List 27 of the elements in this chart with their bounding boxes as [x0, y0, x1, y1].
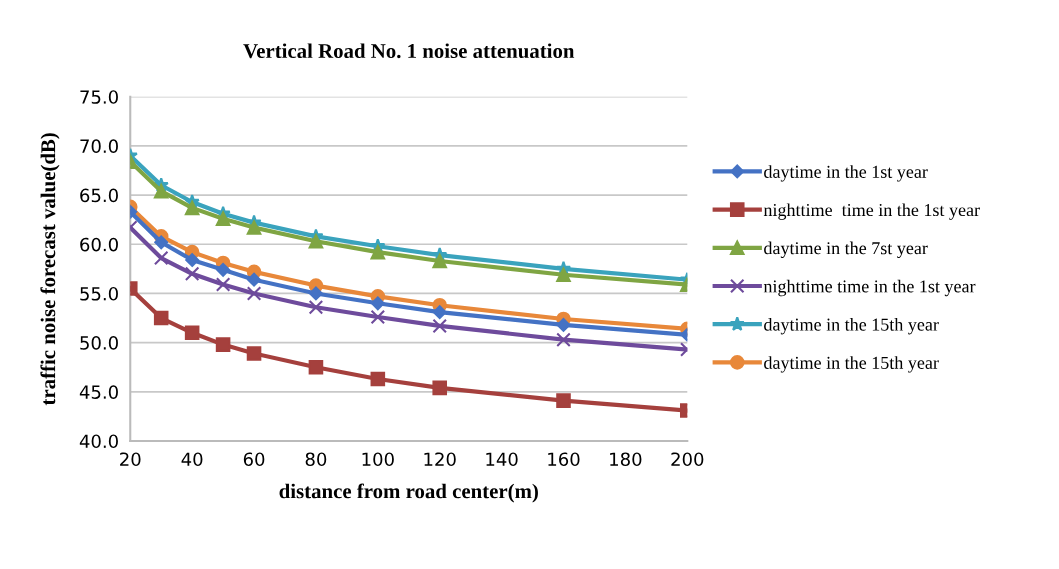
- legend-label: daytime in the 7st year: [764, 241, 928, 259]
- legend-label: nighttime time in the 1st year: [763, 279, 976, 297]
- x-axis-title: distance from road center(m): [279, 483, 538, 503]
- x-tick-label: 120: [424, 452, 456, 467]
- x-tick-label: 180: [610, 452, 642, 467]
- x-tick-label: 140: [486, 452, 518, 467]
- x-tick-label: 40: [181, 452, 203, 467]
- x-tick-label: 20: [120, 452, 141, 467]
- legend-label: nighttime time in the 1st year: [763, 203, 980, 220]
- x-tick-label: 80: [305, 452, 327, 467]
- y-tick-label: 65.0: [80, 188, 118, 203]
- chart-title: Vertical Road No. 1 noise attenuation: [243, 43, 575, 59]
- y-axis-title: traffic noise forecast value(dB): [40, 133, 60, 406]
- y-tick-label: 55.0: [80, 286, 118, 301]
- x-tick-label: 60: [243, 452, 265, 467]
- y-tick-label: 50.0: [80, 336, 118, 350]
- legend-label: daytime in the 15th year: [764, 356, 939, 373]
- y-tick-label: 75.0: [80, 90, 118, 104]
- y-tick-label: 40.0: [79, 434, 118, 449]
- x-tick-label: 160: [548, 452, 580, 467]
- legend-label: daytime in the 15th year: [764, 318, 939, 335]
- y-tick-label: 45.0: [79, 385, 118, 399]
- x-tick-label: 200: [671, 452, 704, 467]
- y-tick-label: 60.0: [80, 237, 118, 252]
- y-tick-label: 70.0: [80, 139, 118, 154]
- x-tick-label: 100: [362, 452, 394, 467]
- legend-label: daytime in the 1st year: [764, 165, 928, 182]
